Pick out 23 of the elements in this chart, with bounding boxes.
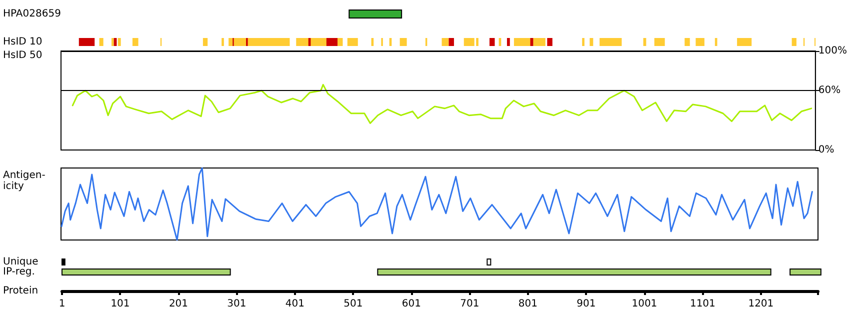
y-tick-label: HPA028659: [3, 8, 61, 20]
x-tick-label: 1101: [690, 298, 716, 310]
x-axis-title: Protein: [3, 286, 38, 296]
x-tick-label: 101: [110, 298, 130, 310]
x-tick-label: 601: [402, 298, 422, 310]
x-tick-label: 801: [518, 298, 538, 310]
x-tick-label: 301: [227, 298, 246, 310]
x-tick-label: 501: [344, 298, 363, 310]
y-axis-title: Antigen- icity: [3, 170, 46, 192]
x-tick-label: 401: [285, 298, 305, 310]
y-tick-label: 60%: [818, 85, 841, 96]
y-tick-label: IP-reg.: [3, 266, 35, 278]
x-tick-label: 701: [460, 298, 480, 310]
y-tick-label: 0%: [818, 144, 834, 156]
x-tick-label: 1001: [632, 298, 658, 310]
x-tick-label: 1201: [748, 298, 774, 310]
x-tick-label: 901: [576, 298, 596, 310]
x-tick-label: 201: [168, 298, 188, 310]
y-tick-label: 100%: [818, 46, 848, 56]
y-tick-label: HsID 10: [3, 36, 42, 48]
y-tick-label: Unique: [3, 256, 38, 268]
y-axis-title: HsID 50: [3, 50, 42, 61]
x-tick-label: 1: [58, 298, 66, 310]
